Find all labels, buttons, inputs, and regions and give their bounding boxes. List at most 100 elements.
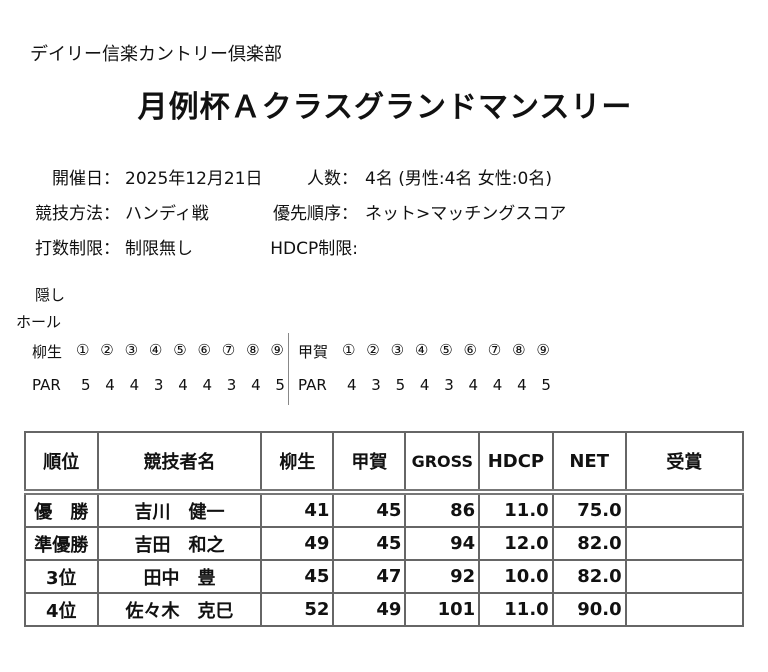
hole: ② [100,341,114,359]
cell: 52 [260,592,335,627]
table-row: 準優勝 吉田 和之 49 45 94 12.0 82.0 [24,526,745,561]
par: 5 [395,376,406,394]
cell [624,491,745,528]
par: 4 [178,376,188,394]
par: 5 [541,376,551,394]
info-label: 優先順序： [273,204,358,224]
column-header: 競技者名 [96,431,263,495]
hole: ② [366,341,380,359]
par: 4 [517,376,527,394]
cell: 92 [404,559,481,594]
results-table: 順位 競技者名 柳生 甲賀 GROSS HDCP NET 受賞優 勝吉川 健一 41 45 86 11… [24,431,745,627]
column-header: NET [551,431,627,495]
cell: 49 [332,592,407,627]
cell: 86 [404,491,481,528]
cell: 45 [332,526,407,561]
cell: 101 [404,592,481,627]
cell: 4位 [24,592,99,627]
table-row: 3位 田中 豊 45 47 92 10.0 82.0 [24,559,745,594]
par: 4 [202,376,213,394]
column-header: HDCP [478,431,554,495]
info-value: 4名 (男性:4名 女性:0名) [365,169,552,189]
cell [624,559,745,594]
info-label: 競技方法： [35,204,120,224]
course-name: 柳生 [32,343,63,361]
par: 4 [129,376,140,394]
hole: ⑨ [270,341,284,359]
hole: ⑥ [197,341,211,359]
info-label: HDCP制限: [270,239,358,259]
column-header: 順位 [24,431,99,495]
hole: ⑦ [487,341,502,359]
hole: ① [76,341,90,359]
column-header: GROSS [404,431,481,495]
cell [624,592,745,627]
course-name: 甲賀 [298,343,329,361]
info-label: 打数制限： [35,239,120,259]
club-name: デイリー信楽カントリー倶楽部 [30,44,282,65]
cell: 45 [332,491,407,528]
cell: 田中 豊 [96,559,263,594]
info-label: 人数： [307,169,358,189]
cell: 3位 [24,559,99,594]
hole: ⑥ [463,341,477,359]
cell: 90.0 [551,592,627,627]
hole: ⑤ [439,341,453,359]
cell: 47 [332,559,407,594]
cell: 佐々木 克巳 [96,592,263,627]
cell: 41 [260,491,335,528]
info-label: 開催日： [52,169,120,189]
hole: ③ [124,341,139,359]
hole: ④ [148,341,163,359]
par: 5 [275,376,285,394]
par: 4 [105,376,115,394]
par: 4 [419,376,430,394]
info-value: ネット>マッチングスコア [365,204,567,224]
hole: ⑦ [221,341,236,359]
cell: 12.0 [478,526,554,561]
hole: ⑧ [246,341,260,359]
cell: 45 [260,559,335,594]
hole: ⑧ [512,341,526,359]
cell: 75.0 [551,491,627,528]
cell [624,526,745,561]
cell: 10.0 [478,559,554,594]
hole: ③ [390,341,405,359]
par: 3 [444,376,454,394]
par: 4 [468,376,479,394]
par: 5 [81,376,91,394]
hole: ① [342,341,356,359]
column-header: 受賞 [624,431,745,495]
par: 4 [347,376,357,394]
cell: 49 [260,526,335,561]
cell: 吉川 健一 [96,491,263,528]
cell: 優 勝 [24,491,99,528]
hidden-label: 隠し [35,286,66,304]
cell: 吉田 和之 [96,526,263,561]
par: 4 [492,376,503,394]
par: 3 [153,376,164,394]
hole: ⑨ [536,341,550,359]
cell: 11.0 [478,592,554,627]
column-header: 柳生 [260,431,335,495]
par: 3 [371,376,381,394]
cell: 94 [404,526,481,561]
table-row: 優 勝吉川 健一 41 45 86 11.0 75.0 [24,491,745,528]
cell: 準優勝 [24,526,99,561]
cell: 11.0 [478,491,554,528]
par: 4 [251,376,261,394]
hole: ④ [414,341,429,359]
info-value: ハンディ戦 [125,204,209,224]
par-label: PAR [32,376,61,394]
par-label: PAR [298,376,327,394]
table-row: 4位 佐々木 克巳 52 49 101 11.0 90.0 [24,592,745,627]
divider [288,333,289,405]
info-value: 2025年12月21日 [125,169,263,189]
title: 月例杯Ａクラスグランドマンスリー [137,90,633,125]
cell: 82.0 [551,526,627,561]
hidden-label: ホール [16,313,62,331]
par: 3 [226,376,237,394]
hole: ⑤ [173,341,187,359]
column-header: 甲賀 [332,431,407,495]
cell: 82.0 [551,559,627,594]
